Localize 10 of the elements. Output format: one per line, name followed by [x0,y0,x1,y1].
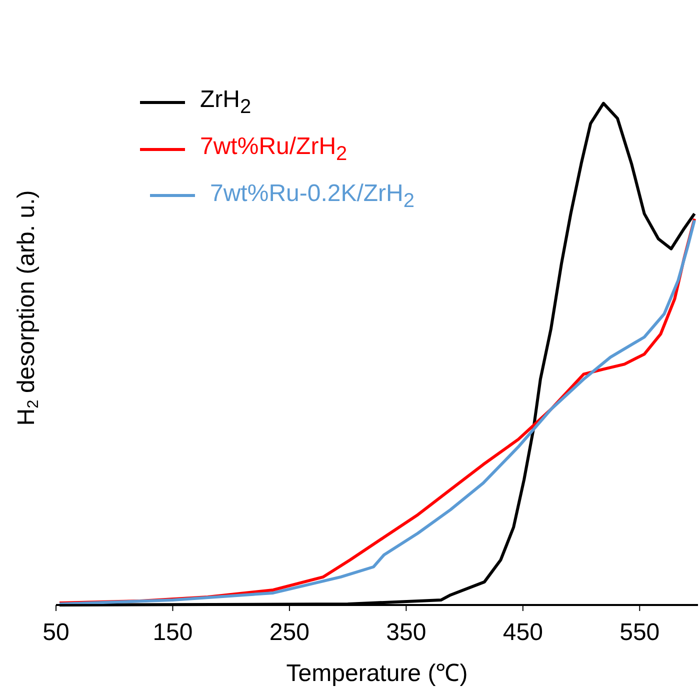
legend-label: ZrH$_{2}$ [200,86,252,119]
x-tick-label: 350 [386,619,426,646]
legend-label: 7wt%Ru-0.2K/ZrH$_{2}$ [210,180,415,212]
x-tick-label: 150 [152,619,193,646]
x-tick-label: 50 [42,619,70,646]
x-axis-title: Temperature (℃) [286,660,468,687]
x-tick-label: 550 [620,619,660,646]
x-tick-label: 450 [502,619,543,646]
legend-label: 7wt%Ru/ZrH$_{2}$ [200,132,348,166]
x-tick-label: 250 [269,619,310,646]
